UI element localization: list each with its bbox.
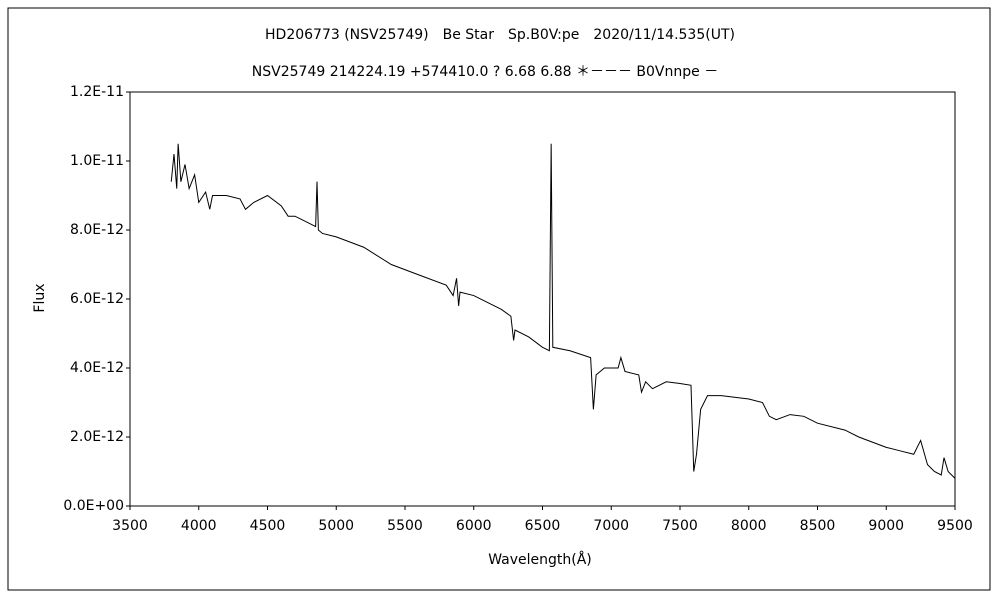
x-tick-label: 6000 (456, 518, 492, 534)
chart-title: HD206773 (NSV25749) Be Star Sp.B0V:pe 20… (265, 27, 735, 43)
y-tick-label: 6.0E-12 (70, 291, 124, 307)
spectrum-line (170, 143, 956, 479)
x-tick-label: 4000 (181, 518, 217, 534)
x-tick-label: 7500 (662, 518, 698, 534)
chart-subtitle: NSV25749 214224.19 +574410.0 ? 6.68 6.88… (252, 64, 718, 80)
y-axis-label: Flux (32, 283, 48, 312)
y-tick-label: 2.0E-12 (70, 429, 124, 445)
x-tick-label: 8000 (731, 518, 767, 534)
x-tick-label: 6500 (525, 518, 561, 534)
x-tick-label: 3500 (112, 518, 148, 534)
x-tick-label: 7000 (593, 518, 629, 534)
x-tick-label: 9500 (937, 518, 973, 534)
x-tick-label: 5000 (318, 518, 354, 534)
y-tick-label: 1.0E-11 (70, 153, 124, 169)
y-tick-label: 0.0E+00 (63, 498, 124, 514)
x-axis-label: Wavelength(Å) (488, 551, 592, 568)
x-tick-label: 8500 (800, 518, 836, 534)
y-tick-label: 1.2E-11 (70, 84, 124, 100)
plot-area (129, 91, 956, 507)
chart-border (7, 7, 991, 591)
x-tick-label: 9000 (868, 518, 904, 534)
x-tick-label: 5500 (387, 518, 423, 534)
x-tick-label: 4500 (250, 518, 286, 534)
y-tick-label: 8.0E-12 (70, 222, 124, 238)
y-tick-label: 4.0E-12 (70, 360, 124, 376)
